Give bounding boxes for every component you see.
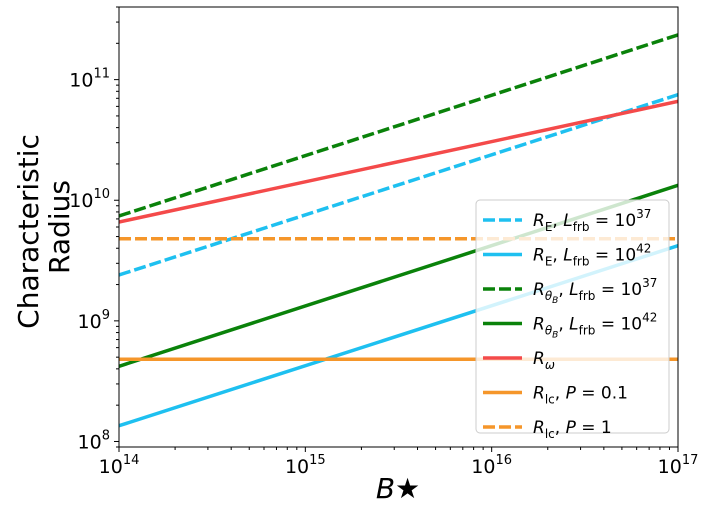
x-tick-label: 1014 [99,453,140,478]
y-tick-labels: 108 109 1010 1011 [69,67,110,454]
series-line-2 [119,33,678,218]
y-tick-label: 109 [78,308,110,333]
legend-label-1: RE, Lfrb = 1042 [533,242,651,269]
y-axis-title-line-1: Characteristic [12,134,45,329]
legend-box [475,199,670,434]
legend-label-5: Rlc, P = 0.1 [533,384,628,407]
legend: RE, Lfrb = 1037 RE, Lfrb = 1042 RθB, Lfrb … [475,199,670,441]
x-tick-label: 1015 [285,453,326,478]
y-tick-label: 1010 [69,187,110,212]
legend-label-4: Rω [533,349,555,372]
x-tick-label: 1017 [658,453,699,478]
x-axis-title: B★ [376,472,420,505]
legend-label-0: RE, Lfrb = 1037 [533,207,651,234]
legend-label-3: RθB, Lfrb = 1042 [533,311,657,341]
series-line-4 [119,99,678,224]
x-tick-label: 1016 [471,453,512,478]
series-line-0 [119,93,678,277]
y-axis-title: Characteristic Radius [12,125,76,329]
y-tick-label: 108 [78,428,110,453]
legend-label-6: Rlc, P = 1 [533,418,612,441]
legend-label-2: RθB, Lfrb = 1037 [533,276,657,306]
y-tick-label: 1011 [69,67,110,92]
x-tick-labels: 1014 1015 1016 1017 [99,453,699,478]
y-axis-title-line-2: Radius [43,180,76,274]
ticks-layer [114,6,679,452]
